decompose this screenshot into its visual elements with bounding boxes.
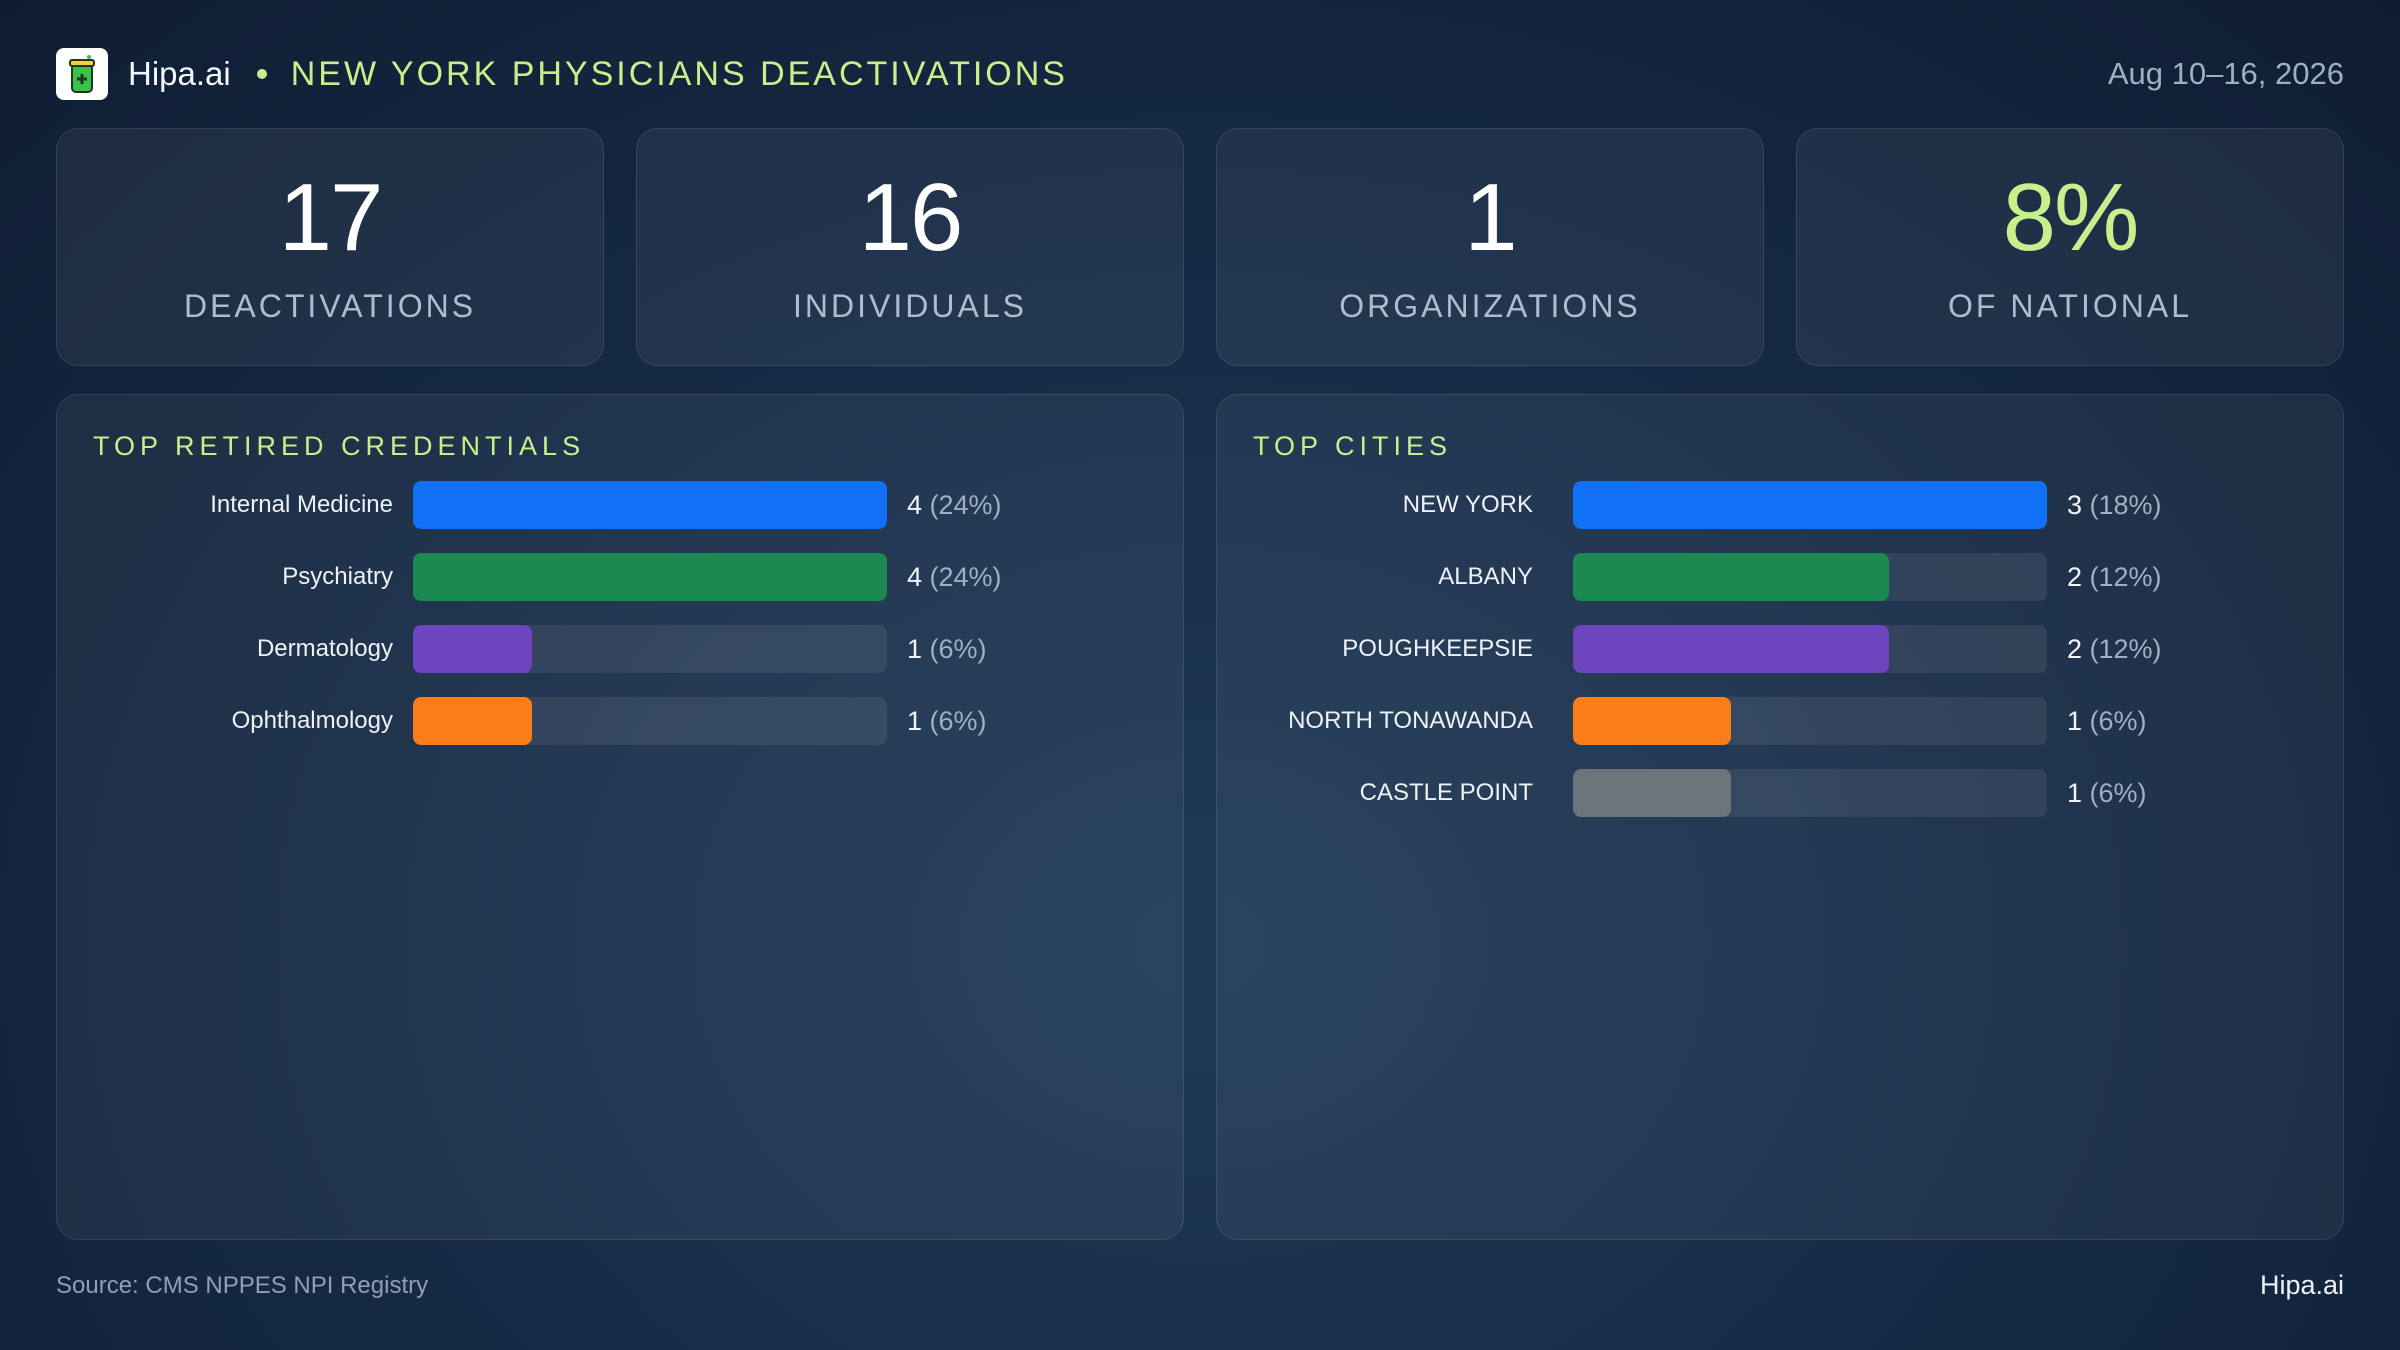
bar-count: 1 [2067, 706, 2090, 736]
bar-row: CASTLE POINT 1 (6%) [1217, 769, 2343, 817]
bar [1573, 553, 1889, 601]
bar-row: ALBANY 2 (12%) [1217, 553, 2343, 601]
bar-row: Psychiatry 4 (24%) [57, 553, 1183, 601]
bar-count: 4 [907, 562, 930, 592]
kpi-card-deactivations: 17 DEACTIVATIONS [56, 128, 604, 366]
kpi-label: ORGANIZATIONS [1339, 287, 1641, 324]
header: Hipa.ai NEW YORK PHYSICIANS DEACTIVATION… [56, 46, 2344, 102]
bar-count: 1 [907, 634, 930, 664]
bar-count: 2 [2067, 634, 2090, 664]
bar-track [1573, 481, 2047, 529]
kpi-value: 1 [1464, 163, 1517, 271]
bar-category-label: Ophthalmology [231, 707, 393, 734]
bar-category-label: Dermatology [256, 635, 393, 662]
bar [413, 553, 887, 601]
bar-count: 1 [2067, 778, 2090, 808]
bar [1573, 769, 1731, 817]
date-range: Aug 10–16, 2026 [2107, 56, 2344, 91]
panel-title: TOP CITIES [1253, 431, 1453, 461]
bar-track [1573, 697, 2047, 745]
kpi-value: 17 [278, 163, 384, 271]
kpi-label: INDIVIDUALS [793, 287, 1027, 324]
bar-value-label: 2 (12%) [2067, 625, 2162, 673]
bar-category-label: POUGHKEEPSIE [1342, 635, 1533, 662]
bar-percent: (24%) [929, 490, 1002, 520]
kpi-row: 17 DEACTIVATIONS 16 INDIVIDUALS 1 ORGANI… [56, 128, 2344, 366]
bar-category-label: NEW YORK [1402, 491, 1533, 518]
bar-track [413, 625, 887, 673]
panel-title: TOP RETIRED CREDENTIALS [93, 431, 586, 461]
bar-value-label: 1 (6%) [907, 625, 987, 673]
bar-track [1573, 553, 2047, 601]
separator-dot [256, 69, 267, 79]
kpi-value: 16 [858, 163, 964, 271]
bar-value-label: 3 (18%) [2067, 481, 2162, 529]
kpi-value: 8% [2002, 163, 2140, 271]
cities-panel: TOP CITIES NEW YORK 3 (18%) ALBANY 2 (12%) P… [1216, 394, 2344, 1240]
kpi-card-national-share: 8% OF NATIONAL [1796, 128, 2344, 366]
bar-count: 4 [907, 490, 930, 520]
bar-count: 2 [2067, 562, 2090, 592]
bar-row: NEW YORK 3 (18%) [1217, 481, 2343, 529]
bar-category-label: Psychiatry [282, 563, 393, 590]
bar-value-label: 1 (6%) [907, 697, 987, 745]
bar [1573, 481, 2047, 529]
bar-percent: (12%) [2089, 562, 2162, 592]
beaker-icon [69, 55, 95, 93]
bar [413, 481, 887, 529]
bar-category-label: NORTH TONAWANDA [1288, 707, 1533, 734]
bar-percent: (6%) [2089, 706, 2147, 736]
bar-percent: (24%) [929, 562, 1002, 592]
bar-percent: (6%) [929, 706, 987, 736]
bar-percent: (18%) [2089, 490, 2162, 520]
bar-count: 1 [907, 706, 930, 736]
bar-row: Dermatology 1 (6%) [57, 625, 1183, 673]
bar-track [1573, 769, 2047, 817]
credentials-panel: TOP RETIRED CREDENTIALS Internal Medicin… [56, 394, 1184, 1240]
bar-percent: (6%) [929, 634, 987, 664]
bar-track [1573, 625, 2047, 673]
bar-category-label: CASTLE POINT [1359, 779, 1533, 806]
kpi-card-individuals: 16 INDIVIDUALS [636, 128, 1184, 366]
bar-value-label: 4 (24%) [907, 553, 1002, 601]
page-title: NEW YORK PHYSICIANS DEACTIVATIONS [290, 54, 1068, 93]
bar-value-label: 1 (6%) [2067, 769, 2147, 817]
bar-row: Internal Medicine 4 (24%) [57, 481, 1183, 529]
bar [413, 697, 532, 745]
cities-bar-chart: NEW YORK 3 (18%) ALBANY 2 (12%) POUGHKEEPSIE… [1217, 481, 2343, 841]
bar [413, 625, 532, 673]
bar [1573, 625, 1889, 673]
bar-row: NORTH TONAWANDA 1 (6%) [1217, 697, 2343, 745]
app-logo [56, 48, 108, 100]
footer-brand: Hipa.ai [2259, 1270, 2344, 1300]
bar-percent: (6%) [2089, 778, 2147, 808]
kpi-label: DEACTIVATIONS [183, 287, 477, 324]
bar-value-label: 2 (12%) [2067, 553, 2162, 601]
bar-category-label: ALBANY [1438, 563, 1533, 590]
bar-track [413, 481, 887, 529]
bar-percent: (12%) [2089, 634, 2162, 664]
bar-category-label: Internal Medicine [210, 491, 393, 518]
bar-value-label: 1 (6%) [2067, 697, 2147, 745]
bar [1573, 697, 1731, 745]
bar-count: 3 [2067, 490, 2090, 520]
bar-row: Ophthalmology 1 (6%) [57, 697, 1183, 745]
kpi-label: OF NATIONAL [1948, 287, 2192, 324]
bar-track [413, 697, 887, 745]
bar-row: POUGHKEEPSIE 2 (12%) [1217, 625, 2343, 673]
brand-name: Hipa.ai [128, 55, 231, 92]
kpi-card-organizations: 1 ORGANIZATIONS [1216, 128, 1764, 366]
credentials-bar-chart: Internal Medicine 4 (24%) Psychiatry 4 (24%… [57, 481, 1183, 769]
bar-track [413, 553, 887, 601]
source-note: Source: CMS NPPES NPI Registry [56, 1272, 429, 1299]
bar-value-label: 4 (24%) [907, 481, 1002, 529]
